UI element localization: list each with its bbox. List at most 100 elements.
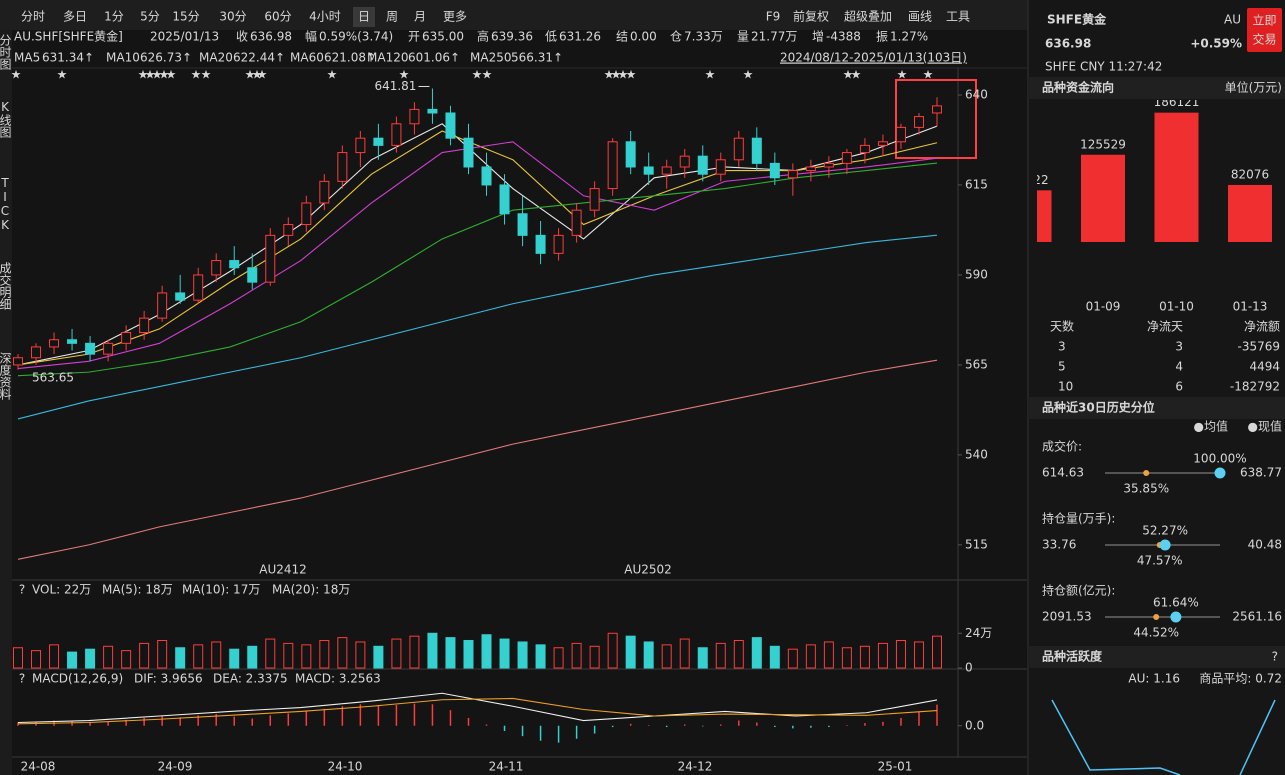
section-header — [1028, 397, 1285, 419]
ma-line — [17, 692, 938, 724]
current-label: 100.00% — [1193, 452, 1246, 466]
ma-line — [17, 123, 938, 366]
tool-button[interactable]: 工具 — [946, 10, 970, 24]
candle-body — [391, 123, 402, 146]
candle-body — [265, 234, 276, 283]
trade-button[interactable] — [1247, 8, 1282, 52]
candle-body — [913, 116, 924, 128]
candle-body — [877, 141, 888, 146]
legend-mean: ●均值 — [1194, 419, 1228, 434]
tab-active[interactable] — [353, 7, 375, 27]
macd-legend: DIF: 3.9656 — [134, 672, 203, 686]
item-label: 持仓量(万手): — [1042, 511, 1115, 526]
flow-bar — [1154, 112, 1199, 242]
volume-bar — [373, 645, 384, 669]
vol-title: VOL: 22万 — [32, 583, 91, 597]
contract-label: AU2502 — [624, 563, 672, 577]
trade-button-label[interactable]: 立即 — [1252, 13, 1276, 28]
period-tab[interactable]: 日 — [358, 10, 370, 24]
event-star: ★ — [11, 68, 22, 82]
section-header — [1028, 646, 1285, 668]
tool-button[interactable]: 超级叠加 — [844, 9, 892, 24]
legend-value: 621.08↑ — [324, 51, 376, 65]
period-tab[interactable]: 更多 — [443, 10, 467, 24]
field-label: 量 — [737, 30, 749, 44]
tool-button[interactable]: 画线 — [908, 10, 932, 24]
sidebar — [0, 30, 12, 775]
sidebar-tab[interactable]: 分时图 — [0, 34, 12, 70]
legend-value: 601.06↑ — [408, 51, 460, 65]
volume-bar — [31, 650, 42, 669]
mean-dot — [1153, 614, 1160, 620]
candle-body — [733, 137, 744, 161]
period-tab[interactable]: 1分 — [104, 10, 124, 24]
volume-bar — [175, 647, 186, 669]
flow-value: 82076 — [1231, 167, 1269, 181]
field-value: -4388 — [826, 30, 861, 44]
period-tab[interactable]: 30分 — [219, 10, 246, 24]
period-tab[interactable]: 60分 — [264, 10, 291, 24]
field-value: 1.27% — [890, 30, 928, 44]
sidebar-tab[interactable]: TICK — [0, 176, 12, 232]
candle-body — [85, 342, 96, 355]
candle-body — [823, 162, 834, 168]
flow-category: 01-09 — [1086, 300, 1121, 314]
y-tick-label: 540 — [965, 447, 988, 461]
field-value: 631.26 — [559, 30, 601, 44]
volume-bar — [895, 640, 906, 669]
candle-body — [661, 166, 672, 175]
event-star: ★ — [611, 68, 622, 82]
event-star: ★ — [138, 68, 149, 82]
candle-body — [283, 224, 294, 236]
volume-bar — [877, 642, 888, 669]
event-star: ★ — [166, 68, 177, 82]
period-tab[interactable]: 15分 — [172, 10, 199, 24]
volume-bar — [157, 640, 168, 669]
y-tick-label: 640 — [965, 87, 988, 101]
period-tab[interactable]: 分时 — [21, 10, 45, 24]
volume-bar — [679, 638, 690, 669]
flow-bar — [1081, 154, 1125, 242]
table-cell: 4 — [1175, 360, 1183, 374]
current-label: 52.27% — [1142, 524, 1188, 538]
period-tab[interactable]: 多日 — [63, 10, 87, 24]
candle-body — [157, 292, 168, 319]
period-tab[interactable]: 周 — [386, 10, 398, 24]
event-star: ★ — [399, 68, 410, 82]
volume-bar — [319, 640, 330, 669]
section-title: 品种活跃度 — [1042, 649, 1103, 664]
x-tick-label: 24-09 — [158, 760, 193, 774]
candle-body — [697, 155, 708, 175]
sidebar-tab[interactable]: 深度资料 — [0, 352, 12, 400]
ma-line — [17, 141, 938, 370]
field-value: 635.00 — [422, 30, 464, 44]
volume-bar — [823, 641, 834, 669]
period-tab[interactable]: 5分 — [140, 10, 160, 24]
period-tab[interactable]: 月 — [414, 10, 426, 24]
legend-current: ●现值 — [1248, 419, 1282, 434]
current-dot — [1159, 539, 1171, 551]
sidebar-tab[interactable]: 成交明细 — [0, 262, 12, 310]
tool-button[interactable]: 前复权 — [793, 9, 829, 24]
legend-name: MA5 — [14, 51, 40, 65]
candle-body — [49, 339, 60, 348]
volume-bar — [121, 650, 132, 669]
period-tab[interactable]: 4小时 — [309, 10, 341, 24]
volume-bar — [67, 651, 78, 669]
candle-body — [409, 108, 420, 125]
volume-bar — [625, 635, 636, 669]
field-value: 636.98 — [250, 30, 292, 44]
trade-button-label[interactable]: 交易 — [1252, 32, 1276, 47]
flow-category: 01-13 — [1233, 300, 1268, 314]
sidebar-tab[interactable]: K线图 — [0, 100, 12, 138]
tool-button[interactable]: F9 — [766, 10, 781, 24]
volume-bar — [715, 642, 726, 669]
flow-value: 186121 — [1154, 95, 1200, 109]
candle-body — [589, 188, 600, 211]
table-cell: -182792 — [1230, 380, 1280, 394]
item-min: 2091.53 — [1042, 610, 1092, 624]
volume-bar — [913, 641, 924, 669]
date-range: 2024/08/12-2025/01/13(103日) — [780, 51, 967, 65]
event-star: ★ — [618, 68, 629, 82]
field-label: 幅 — [305, 29, 317, 44]
